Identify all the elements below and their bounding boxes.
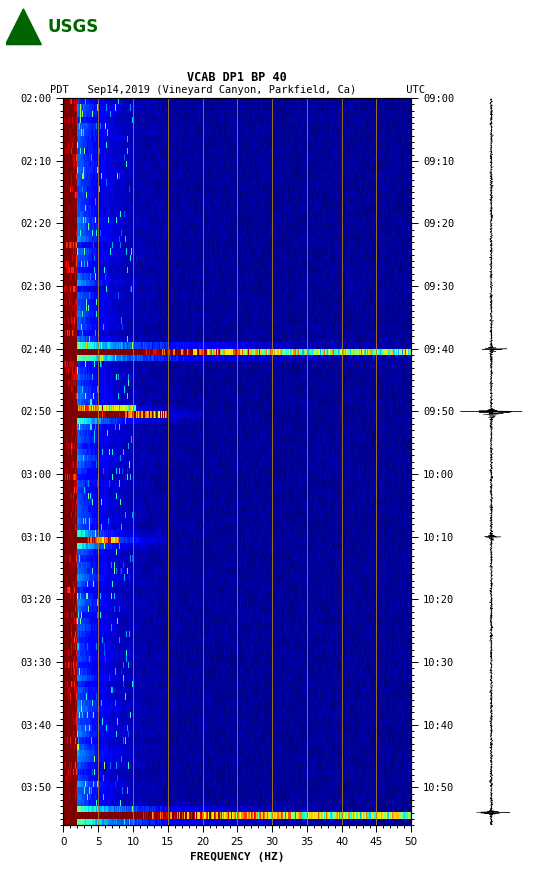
Polygon shape: [6, 9, 41, 45]
Text: PDT   Sep14,2019 (Vineyard Canyon, Parkfield, Ca)        UTC: PDT Sep14,2019 (Vineyard Canyon, Parkfie…: [50, 85, 425, 95]
Text: VCAB DP1 BP 40: VCAB DP1 BP 40: [188, 70, 287, 84]
X-axis label: FREQUENCY (HZ): FREQUENCY (HZ): [190, 853, 285, 863]
Text: USGS: USGS: [47, 18, 98, 36]
